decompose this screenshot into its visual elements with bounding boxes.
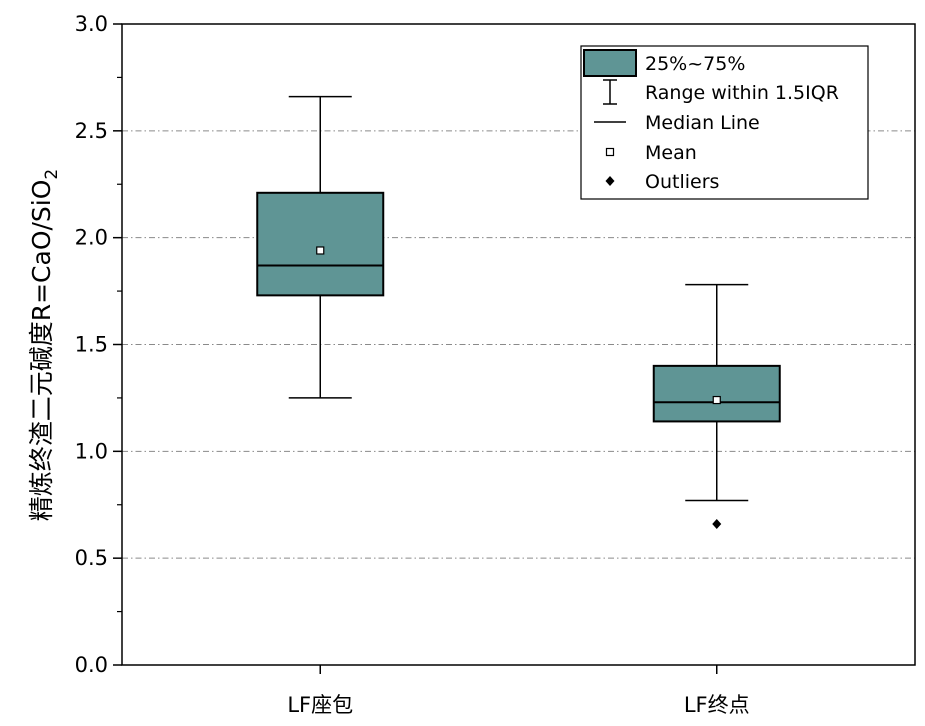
mean-marker bbox=[316, 246, 325, 255]
legend-mean-symbol bbox=[605, 147, 615, 157]
legend-label: Mean bbox=[645, 142, 697, 164]
legend-box-swatch bbox=[583, 49, 637, 77]
legend-label: 25%~75% bbox=[645, 53, 745, 75]
y-axis-title-main: 精炼终渣二元碱度R=CaO/SiO bbox=[27, 180, 56, 522]
y-axis-title-subscript: 2 bbox=[42, 169, 62, 180]
y-tick-label: 2.5 bbox=[75, 119, 108, 143]
iqr-box bbox=[652, 364, 781, 423]
mean-marker bbox=[712, 395, 721, 405]
legend: 25%~75% Range within 1.5IQR Median Line Mea… bbox=[580, 45, 869, 200]
y-tick-label: 2.0 bbox=[75, 226, 108, 250]
x-tick-label: LF座包 bbox=[287, 693, 353, 717]
legend-label: Median Line bbox=[645, 112, 760, 134]
y-tick-label: 0.5 bbox=[75, 546, 108, 570]
y-axis-title: 精炼终渣二元碱度R=CaO/SiO2 bbox=[27, 169, 62, 522]
y-tick-label: 3.0 bbox=[75, 12, 108, 36]
iqr-box bbox=[256, 191, 385, 297]
y-tick-label: 1.0 bbox=[75, 439, 108, 463]
box-plots bbox=[256, 95, 781, 529]
grid-lines bbox=[122, 130, 915, 559]
axes: 0.0 0.5 1.0 1.5 2.0 2.5 3.0 LF座包 LF终点 bbox=[75, 12, 750, 717]
x-tick-label: LF终点 bbox=[684, 693, 750, 717]
legend-outlier-symbol bbox=[605, 176, 615, 186]
legend-label: Range within 1.5IQR bbox=[645, 82, 839, 104]
y-tick-label: 1.5 bbox=[75, 333, 108, 357]
y-tick-label: 0.0 bbox=[75, 653, 108, 677]
legend-label: Outliers bbox=[645, 171, 719, 193]
outlier-marker bbox=[712, 518, 722, 529]
